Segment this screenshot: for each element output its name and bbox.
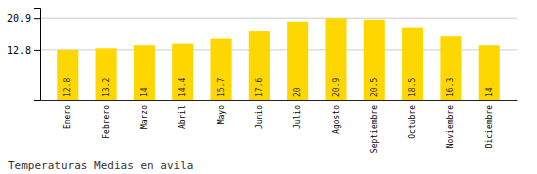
tick-label: Diciembre [485, 105, 494, 149]
bar [134, 45, 155, 100]
title: Temperaturas Medias en avila [8, 159, 193, 172]
tick-label: Noviembre [446, 105, 455, 149]
data-label: 17.6 [255, 78, 264, 97]
data-labels: 12.8 13.2 14 14.4 15.7 17.6 20 20.9 20.5 18.5 16.3… [63, 78, 493, 97]
data-label: 18.5 [408, 78, 417, 97]
tick-label: 12.8 [7, 45, 31, 56]
tick-label: Marzo [140, 105, 149, 129]
tick: Agosto [332, 105, 341, 134]
tick-mark [34, 18, 40, 19]
tick: Julio [293, 105, 302, 129]
data-label: 20.9 [332, 78, 341, 97]
y-axis: 12.8 20.9 [7, 9, 41, 101]
tick: Abril [178, 105, 187, 129]
bar [440, 36, 461, 100]
data-label: 20.5 [370, 78, 379, 97]
data-label: 15.7 [217, 78, 226, 97]
bar [172, 44, 193, 100]
data-label: 12.8 [63, 78, 72, 97]
bar [479, 45, 500, 100]
bar [57, 50, 78, 100]
tick: Febrero [102, 105, 111, 139]
chart: 12.8 20.9 Enero Febrero Marzo Abril Mayo Junio J… [0, 0, 537, 174]
tick-label: Julio [293, 105, 302, 129]
tick: Septiembre [370, 105, 379, 153]
x-axis: Enero Febrero Marzo Abril Mayo Junio Julio Agos… [41, 101, 518, 154]
data-label: 14 [485, 87, 494, 97]
tick: Junio [255, 105, 264, 129]
tick-label: Agosto [332, 105, 341, 134]
data-label: 14.4 [178, 78, 187, 97]
data-label: 20 [293, 87, 302, 97]
bars [57, 18, 500, 100]
tick: Diciembre [485, 105, 494, 149]
tick-label: Abril [178, 105, 187, 129]
data-label: 14 [140, 87, 149, 97]
bar [325, 18, 346, 100]
tick-label: Junio [255, 105, 264, 129]
axis-line [41, 100, 518, 101]
tick: Noviembre [446, 105, 455, 149]
tick-label: Enero [63, 105, 72, 129]
axis-line [34, 9, 41, 101]
tick-label: Septiembre [370, 105, 379, 153]
plot: 12.8 20.9 Enero Febrero Marzo Abril Mayo Junio J… [7, 9, 518, 154]
tick-mark [34, 50, 40, 51]
data-label: 13.2 [102, 78, 111, 97]
bar [210, 39, 231, 100]
data-label: 16.3 [446, 78, 455, 97]
tick: Mayo [217, 105, 226, 124]
bar [96, 48, 117, 100]
grid-line [40, 18, 517, 19]
bar [287, 22, 308, 100]
tick: 12.8 [7, 45, 40, 56]
tick: 20.9 [7, 13, 40, 24]
tick: Enero [63, 105, 72, 129]
tick: Marzo [140, 105, 149, 129]
bar [364, 20, 385, 100]
tick-label: Febrero [102, 105, 111, 139]
tick-label: Octubre [408, 105, 417, 139]
tick-label: Mayo [217, 105, 226, 124]
bar [249, 31, 270, 100]
bar [402, 28, 423, 100]
tick-label: 20.9 [7, 13, 31, 24]
tick: Octubre [408, 105, 417, 139]
